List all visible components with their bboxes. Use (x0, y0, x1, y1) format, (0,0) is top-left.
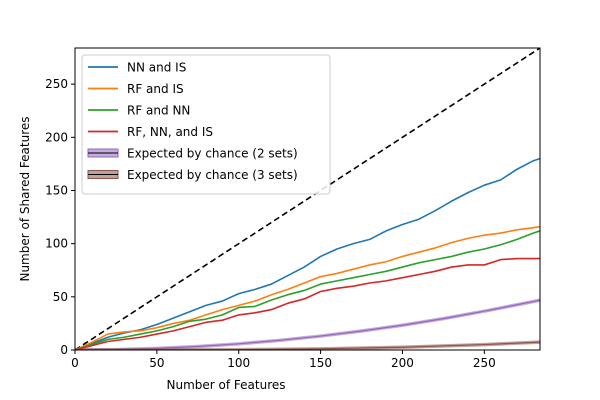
legend-label: RF, NN, and IS (127, 125, 213, 139)
x-tick-label: 150 (309, 356, 332, 370)
reference-diagonal-line (75, 48, 540, 350)
series-line-nn-and-is (75, 157, 540, 350)
legend-label: Expected by chance (2 sets) (127, 147, 298, 161)
series-line-rf-and-nn (75, 230, 540, 350)
x-tick-label: 50 (149, 356, 164, 370)
series-line-expected-by-chance-2-sets (75, 299, 540, 350)
series-band-expected-by-chance-2-sets (75, 298, 540, 350)
series-line-rf-nn-and-is (75, 257, 540, 350)
x-axis-label: Number of Features (167, 378, 286, 392)
legend-label: RF and IS (127, 82, 184, 96)
plot-frame (74, 47, 541, 351)
legend-box (81, 54, 331, 195)
x-tick-label: 250 (473, 356, 496, 370)
y-tick-label: 250 (45, 77, 68, 91)
x-tick-label: 200 (391, 356, 414, 370)
legend-label: NN and IS (127, 61, 186, 75)
y-axis-label: Number of Shared Features (18, 116, 32, 281)
x-tick-label: 100 (227, 356, 250, 370)
legend-label: RF and NN (127, 104, 190, 118)
axes: 0 50 100 150 200 250 0 50 100 150 200 250 (45, 47, 541, 370)
y-tick-label: 100 (45, 237, 68, 251)
y-tick-label: 200 (45, 130, 68, 144)
legend-label: Expected by chance (3 sets) (127, 168, 298, 182)
y-tick-label: 50 (53, 290, 68, 304)
y-tick-label: 150 (45, 183, 68, 197)
series-line-rf-and-is (75, 225, 540, 350)
legend: NN and IS RF and IS RF and NN RF, NN, and I… (81, 54, 331, 195)
y-tick-label: 0 (60, 343, 68, 357)
x-tick-label: 0 (71, 356, 79, 370)
